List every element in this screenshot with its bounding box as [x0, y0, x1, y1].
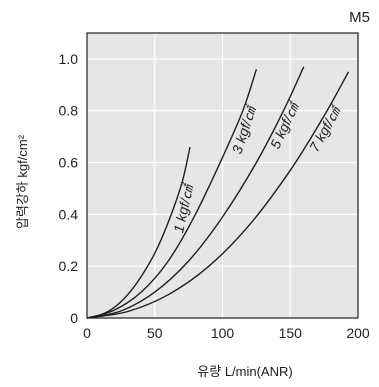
y-tick-label: 0.4	[59, 206, 79, 222]
x-tick-label: 200	[346, 325, 370, 341]
series-line-2	[86, 69, 258, 319]
y-axis-label: 압력강하 kgf/cm²	[15, 134, 30, 229]
y-tick-label: 0	[70, 310, 78, 326]
y-tick-label: 0.6	[59, 155, 79, 171]
x-tick-label: 100	[211, 325, 235, 341]
x-tick-label: 0	[83, 325, 91, 341]
x-tick-label: 50	[147, 325, 163, 341]
y-tick-label: 0.2	[59, 258, 79, 274]
tick-labels: 0 50 100 150 200 0 0.2 0.4 0.6 0.8 1.0	[59, 51, 370, 341]
series-line-4	[86, 71, 350, 319]
series-line-3	[86, 66, 305, 319]
model-badge: M5	[349, 9, 370, 26]
plot-frame	[86, 32, 359, 319]
y-tick-label: 1.0	[59, 51, 79, 67]
y-tick-label: 0.8	[59, 103, 79, 119]
x-tick-label: 150	[279, 325, 303, 341]
x-axis-label: 유량 L/min(ANR)	[197, 364, 292, 379]
grid	[86, 33, 359, 319]
